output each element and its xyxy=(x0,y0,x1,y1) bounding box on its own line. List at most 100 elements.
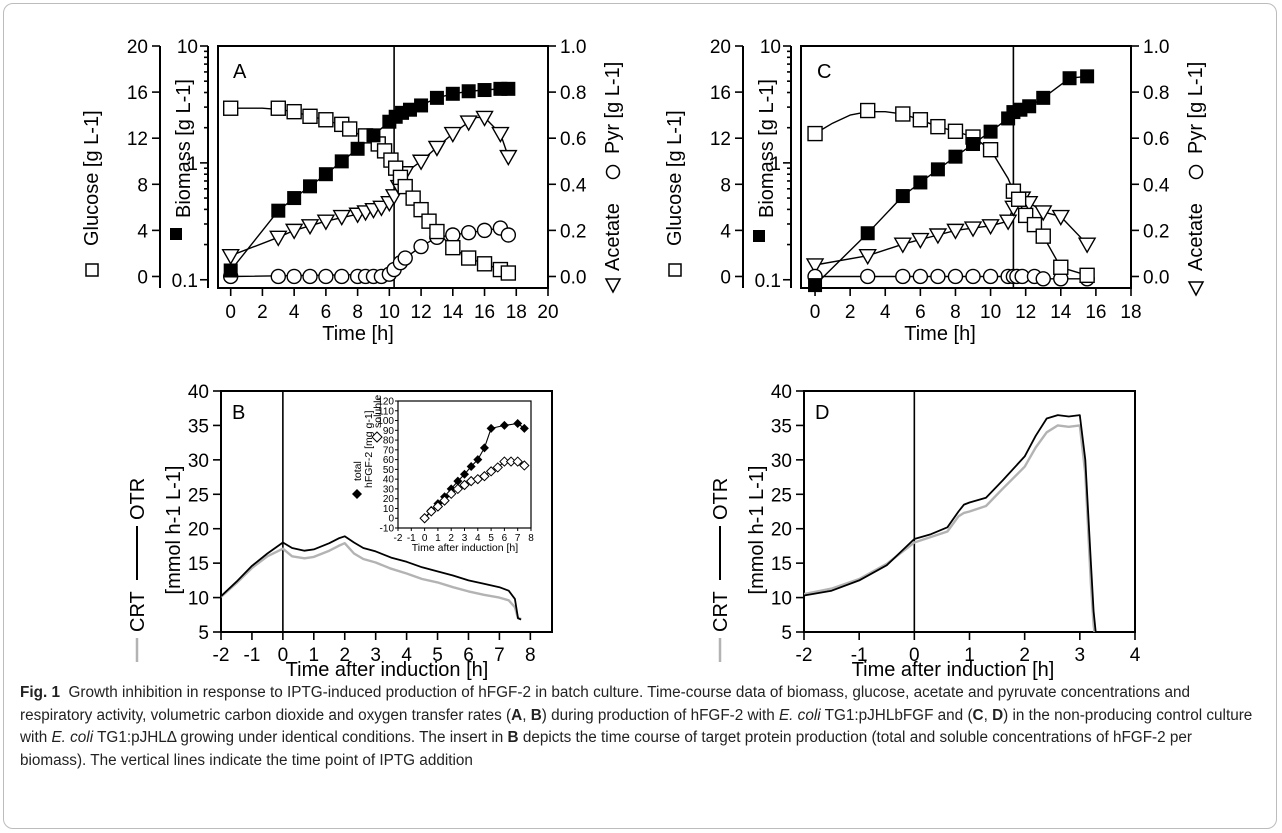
caption-part: ) in the non-producing control culture w… xyxy=(20,706,1253,747)
y-tick-label: 10 xyxy=(188,589,209,610)
point-glucose xyxy=(476,256,493,272)
x-tick-label: -2 xyxy=(213,645,230,666)
x-tick-label: 3 xyxy=(370,645,381,666)
acetate-legend-marker-c xyxy=(1187,281,1205,297)
point-glucose xyxy=(222,100,239,116)
line-otr xyxy=(221,535,522,621)
x-axis-label-d: Time after induction [h] xyxy=(852,659,1055,680)
y-tick-label: 25 xyxy=(771,485,792,506)
x-tick-label: 7 xyxy=(494,645,505,666)
inset-point-soluble xyxy=(459,479,470,491)
caption-part: E. coli xyxy=(51,729,94,746)
pyr-tick-label: 0.8 xyxy=(1143,83,1169,104)
inset-x-tick-label: 0 xyxy=(422,533,428,544)
otr-label-b: OTR xyxy=(127,478,149,520)
point-acetate xyxy=(427,140,447,157)
x-tick-label: -2 xyxy=(796,645,813,666)
x-tick-label: 0 xyxy=(909,645,920,666)
x-tick-label: 12 xyxy=(1015,302,1036,323)
point-biomass xyxy=(930,162,945,177)
x-tick-label: 8 xyxy=(950,302,961,323)
x-tick-label: 0 xyxy=(810,302,821,323)
point-biomass xyxy=(271,203,286,218)
inset-x-tick-label: 2 xyxy=(448,533,454,544)
biomass-legend-marker-a xyxy=(170,228,182,240)
x-tick-label: 3 xyxy=(1075,645,1086,666)
point-biomass xyxy=(966,137,981,152)
inset-x-tick-label: 3 xyxy=(462,533,468,544)
point-glucose xyxy=(397,178,413,195)
glucose-legend-marker-c xyxy=(668,263,682,277)
pyr-tick-label: 0.8 xyxy=(560,83,586,104)
curves-c xyxy=(814,75,1088,286)
inset-y-tick-label: 110 xyxy=(378,406,394,417)
point-glucose xyxy=(286,103,302,120)
inset-y-tick-label: 120 xyxy=(377,397,394,408)
crt-otr-label-d: CRT OTR xyxy=(710,478,732,662)
pyr-tick-label: 1.0 xyxy=(560,37,586,58)
x-tick-label: -1 xyxy=(243,645,260,666)
otr-label-d: OTR xyxy=(710,478,732,520)
y-tick-label: 20 xyxy=(188,520,209,541)
panel-b-plot-area xyxy=(220,390,553,633)
inset-x-axis-label: Time after induction [h] xyxy=(412,542,518,554)
point-glucose xyxy=(1035,228,1051,244)
inset-y-tick-label: 70 xyxy=(383,445,395,456)
x-tick-label: 2 xyxy=(257,302,268,323)
inset-x-tick-label: 7 xyxy=(515,533,521,544)
glucose-ticks-a: 0 4 8 12 16 20 xyxy=(127,37,160,288)
point-glucose xyxy=(413,201,429,218)
point-biomass xyxy=(350,141,365,156)
pyr-tick-label: 0.4 xyxy=(1143,175,1170,196)
point-biomass xyxy=(318,167,333,182)
markers-a xyxy=(221,81,518,285)
caption-part: ) during production of hFGF-2 with xyxy=(541,706,779,724)
y-tick-label: 10 xyxy=(771,589,792,610)
lines-b xyxy=(221,535,522,621)
point-acetate xyxy=(269,230,288,247)
point-glucose xyxy=(807,125,823,142)
panel-label-b: B xyxy=(232,402,245,424)
point-glucose xyxy=(947,123,964,139)
x-tick-label: 2 xyxy=(339,645,350,666)
x-tick-label: 2 xyxy=(845,302,856,323)
line-otr xyxy=(804,414,1097,632)
x-tick-label: 6 xyxy=(915,302,926,323)
glucose-axis-label-c: Glucose [g L-1] xyxy=(664,110,686,246)
caption-part: depicts the time course of target protei… xyxy=(20,729,1193,769)
pyr-ticks-c: 0.0 0.2 0.4 0.6 0.8 1.0 xyxy=(1131,37,1170,288)
pyr-legend-marker-c xyxy=(1188,164,1204,180)
glucose-tick-label: 20 xyxy=(127,37,148,58)
point-pyruvate xyxy=(982,268,999,285)
inset-y-tick-label: 30 xyxy=(383,484,395,495)
point-acetate xyxy=(963,221,983,238)
y-tick-label: 35 xyxy=(771,416,792,437)
inset-x-tick-label: -1 xyxy=(407,533,416,544)
crt-otr-label-b: CRT OTR xyxy=(127,478,149,662)
line-crt xyxy=(221,542,522,621)
inset-legend-total: total xyxy=(352,461,364,481)
point-biomass xyxy=(402,102,417,117)
glucose-ticks-c: 0 4 8 12 16 20 xyxy=(710,37,743,288)
x-tick-label: 20 xyxy=(537,302,558,323)
point-glucose xyxy=(500,265,517,281)
x-tick-label: 4 xyxy=(1130,645,1141,666)
inset-point-soluble xyxy=(439,495,450,506)
point-pyruvate xyxy=(476,222,493,239)
inset-legend: total soluble xyxy=(352,395,384,499)
line-crt xyxy=(804,424,1096,632)
pyr-tick-label: 0.0 xyxy=(1143,267,1169,288)
point-acetate xyxy=(221,249,240,266)
inset-point-soluble xyxy=(432,501,444,512)
point-biomass xyxy=(1036,90,1051,105)
point-pyruvate xyxy=(334,268,350,285)
point-acetate xyxy=(1077,237,1097,254)
point-biomass xyxy=(808,278,823,293)
caption-text: Growth inhibition in response to IPTG-in… xyxy=(20,684,1252,769)
point-biomass xyxy=(445,86,460,101)
